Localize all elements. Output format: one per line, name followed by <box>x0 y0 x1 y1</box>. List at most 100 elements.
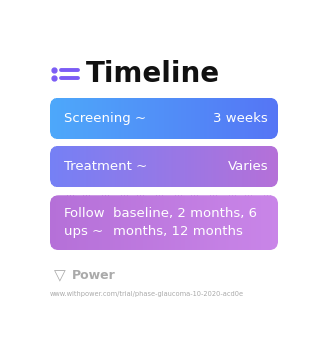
Bar <box>273 146 274 187</box>
Bar <box>123 195 124 250</box>
Bar <box>257 146 258 187</box>
Bar <box>120 146 121 187</box>
Bar <box>260 98 261 139</box>
Bar <box>264 195 265 250</box>
Bar <box>272 98 273 139</box>
Bar <box>107 146 108 187</box>
Bar <box>120 195 121 250</box>
Bar <box>147 146 148 187</box>
Bar <box>50 146 51 187</box>
Bar <box>187 98 188 139</box>
Bar <box>197 195 198 250</box>
Bar <box>173 146 174 187</box>
Bar <box>157 146 158 187</box>
Bar <box>242 98 243 139</box>
Bar <box>205 195 206 250</box>
Bar <box>66 195 67 250</box>
Bar <box>74 98 75 139</box>
Bar <box>70 146 71 187</box>
Bar <box>138 146 139 187</box>
Bar <box>133 146 134 187</box>
Bar <box>189 98 190 139</box>
Bar <box>203 195 204 250</box>
Bar <box>189 146 190 187</box>
Bar <box>170 146 171 187</box>
Bar <box>273 195 274 250</box>
Bar <box>195 195 196 250</box>
Bar <box>233 146 234 187</box>
Bar <box>135 146 136 187</box>
Bar <box>64 146 65 187</box>
Bar <box>144 195 145 250</box>
Bar <box>270 146 271 187</box>
Bar <box>200 195 201 250</box>
Bar <box>104 98 105 139</box>
Bar <box>130 195 131 250</box>
Bar <box>56 146 57 187</box>
Bar <box>193 195 194 250</box>
Bar <box>267 195 268 250</box>
Bar <box>208 195 209 250</box>
Bar <box>139 98 140 139</box>
Bar <box>83 195 84 250</box>
Bar <box>181 146 182 187</box>
Bar <box>215 146 216 187</box>
Bar <box>103 98 104 139</box>
Bar <box>174 146 175 187</box>
Bar <box>238 195 239 250</box>
Bar <box>221 195 222 250</box>
Bar <box>219 146 220 187</box>
Bar <box>270 195 271 250</box>
Bar <box>75 195 76 250</box>
Bar <box>105 146 106 187</box>
Bar <box>133 146 134 187</box>
Bar <box>104 195 105 250</box>
Bar <box>161 195 162 250</box>
Bar <box>136 146 137 187</box>
Bar <box>214 98 215 139</box>
Bar <box>112 98 113 139</box>
Bar <box>195 146 196 187</box>
Bar <box>105 195 106 250</box>
Bar <box>75 98 76 139</box>
Bar <box>152 195 153 250</box>
Bar <box>115 98 116 139</box>
Bar <box>126 98 127 139</box>
Bar <box>91 195 92 250</box>
Bar <box>187 146 188 187</box>
Bar <box>115 195 116 250</box>
Bar <box>116 195 117 250</box>
Bar <box>144 146 145 187</box>
Bar <box>60 195 61 250</box>
Bar <box>188 98 189 139</box>
Bar <box>152 98 153 139</box>
Bar <box>135 98 136 139</box>
Bar <box>275 98 276 139</box>
Bar <box>269 98 270 139</box>
Bar <box>128 146 129 187</box>
Bar <box>96 146 97 187</box>
Bar <box>248 146 249 187</box>
Bar <box>74 146 75 187</box>
Bar <box>265 98 266 139</box>
Bar <box>258 146 259 187</box>
Bar <box>166 195 167 250</box>
Bar <box>160 146 161 187</box>
Bar <box>150 98 151 139</box>
Bar <box>216 98 217 139</box>
Bar <box>67 98 68 139</box>
Bar <box>58 98 59 139</box>
Bar <box>128 98 129 139</box>
Bar <box>52 98 53 139</box>
Bar <box>92 195 93 250</box>
Bar <box>234 195 235 250</box>
Bar <box>63 195 64 250</box>
Bar <box>228 146 229 187</box>
Bar <box>210 195 211 250</box>
Bar <box>79 146 80 187</box>
Bar <box>151 98 152 139</box>
Bar <box>208 146 209 187</box>
Bar <box>110 146 111 187</box>
Bar <box>115 146 116 187</box>
Bar <box>202 98 203 139</box>
